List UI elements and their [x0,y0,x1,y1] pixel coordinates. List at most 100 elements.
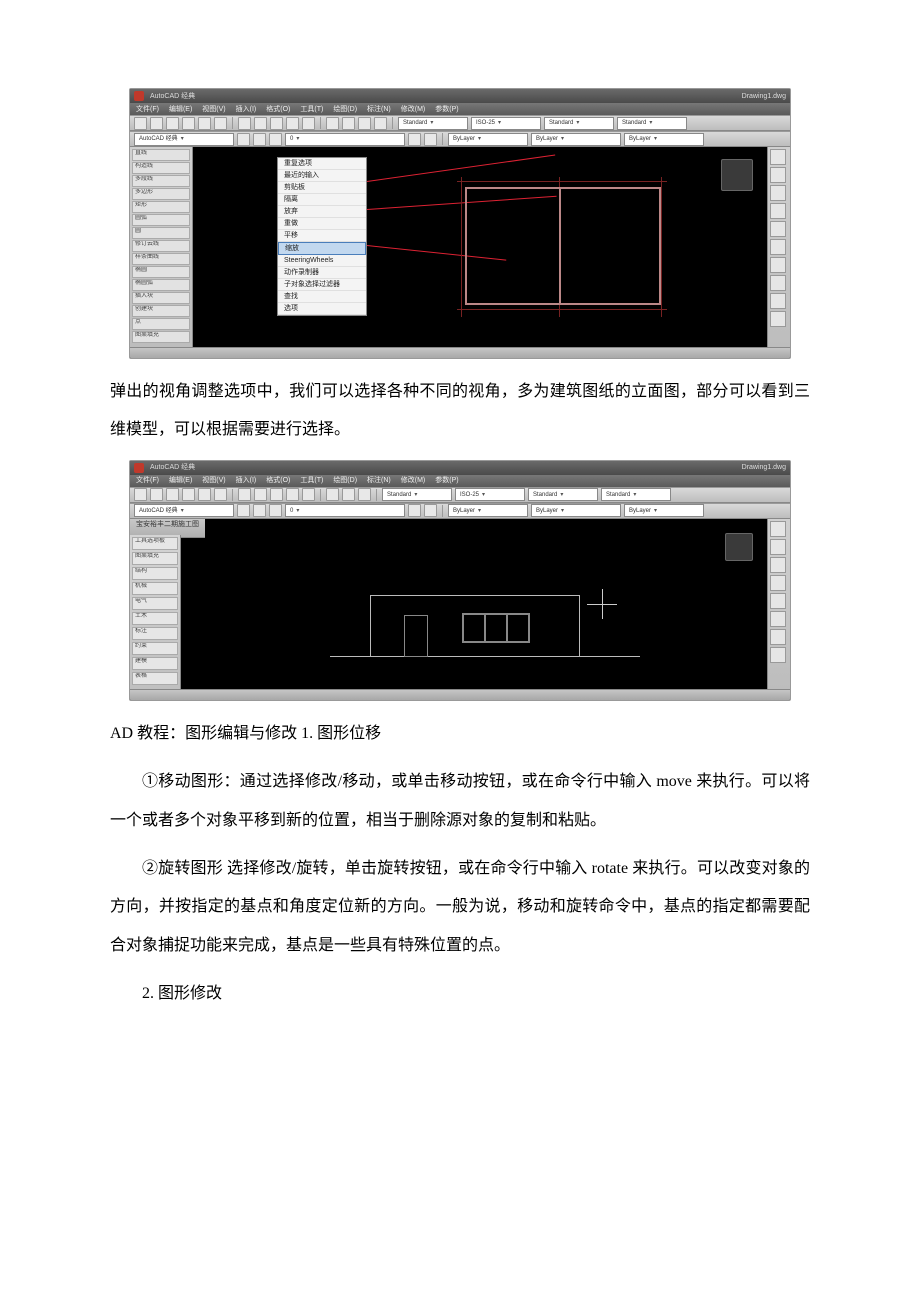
menu-item[interactable]: 标注(N) [367,106,391,113]
menu-item[interactable]: 修改(M) [401,106,426,113]
modify-tool[interactable] [770,221,786,237]
modify-tool[interactable] [770,593,786,609]
draw-tool[interactable]: 圆 [132,227,190,239]
context-item[interactable]: 子对象选择过滤器 [278,279,366,291]
context-item[interactable]: 最近的输入 [278,170,366,182]
modify-tool[interactable] [770,539,786,555]
style-dropdown[interactable]: Standard [601,488,671,501]
modify-tool[interactable] [770,149,786,165]
tool-button[interactable] [198,117,211,130]
modify-tool[interactable] [770,521,786,537]
draw-tool[interactable]: 图案填充 [132,331,190,343]
menu-item[interactable]: 插入(I) [236,477,257,484]
modify-tool[interactable] [770,611,786,627]
draw-tool[interactable]: 多段线 [132,175,190,187]
modify-tool[interactable] [770,629,786,645]
linetype-dropdown[interactable]: ByLayer [624,133,704,146]
context-item[interactable]: 重做 [278,218,366,230]
tool-button[interactable] [254,117,267,130]
style-dropdown[interactable]: Standard [398,117,468,130]
tool-button[interactable] [238,117,251,130]
palette-item[interactable]: 结构 [132,567,178,580]
tool-button[interactable] [254,488,267,501]
workspace-dropdown[interactable]: AutoCAD 经典 [134,504,234,517]
draw-tool[interactable]: 插入块 [132,292,190,304]
tool-button[interactable] [166,488,179,501]
tool-button[interactable] [237,133,250,146]
layer-dropdown[interactable]: 0 [285,133,405,146]
context-item[interactable]: SteeringWheels [278,255,366,267]
context-item[interactable]: 剪贴板 [278,182,366,194]
tool-button[interactable] [358,488,371,501]
tool-button[interactable] [182,117,195,130]
lineweight-dropdown[interactable]: ByLayer [531,504,621,517]
tool-button[interactable] [269,133,282,146]
style-dropdown[interactable]: Standard [617,117,687,130]
tool-button[interactable] [424,504,437,517]
tool-button[interactable] [134,488,147,501]
menu-item[interactable]: 视图(V) [202,106,225,113]
palette-item[interactable]: 标注 [132,627,178,640]
menu-item[interactable]: 格式(O) [266,106,290,113]
draw-tool[interactable]: 样条曲线 [132,253,190,265]
tool-button[interactable] [424,133,437,146]
palette-item[interactable]: 电气 [132,597,178,610]
color-dropdown[interactable]: ByLayer [448,504,528,517]
draw-tool[interactable]: 椭圆 [132,266,190,278]
context-item[interactable]: 放弃 [278,206,366,218]
workspace-dropdown[interactable]: AutoCAD 经典 [134,133,234,146]
tool-button[interactable] [214,488,227,501]
menu-item[interactable]: 参数(P) [435,477,458,484]
palette-item[interactable]: 约束 [132,642,178,655]
tool-button[interactable] [286,117,299,130]
modify-tool[interactable] [770,275,786,291]
menu-item[interactable]: 编辑(E) [169,477,192,484]
dimstyle-dropdown[interactable]: ISO-25 [471,117,541,130]
drawing-canvas[interactable]: 重复选项 最近的输入 剪贴板 隔离 放弃 重做 平移 缩放 SteeringWh… [193,147,767,347]
modify-tool[interactable] [770,203,786,219]
tool-button[interactable] [342,117,355,130]
menu-item[interactable]: 文件(F) [136,477,159,484]
tool-button[interactable] [214,117,227,130]
tool-button[interactable] [253,133,266,146]
draw-tool[interactable]: 矩形 [132,201,190,213]
draw-tool[interactable]: 圆弧 [132,214,190,226]
tool-button[interactable] [150,117,163,130]
tool-button[interactable] [253,504,266,517]
tool-button[interactable] [134,117,147,130]
tool-button[interactable] [408,504,421,517]
modify-tool[interactable] [770,557,786,573]
dimstyle-dropdown[interactable]: ISO-25 [455,488,525,501]
style-dropdown[interactable]: Standard [528,488,598,501]
viewcube-icon[interactable] [725,533,753,561]
tool-button[interactable] [326,117,339,130]
palette-item[interactable]: 建模 [132,657,178,670]
draw-tool[interactable]: 修订云线 [132,240,190,252]
tool-button[interactable] [342,488,355,501]
tool-button[interactable] [166,117,179,130]
context-item[interactable]: 平移 [278,230,366,242]
tool-button[interactable] [408,133,421,146]
linetype-dropdown[interactable]: ByLayer [624,504,704,517]
tool-button[interactable] [302,117,315,130]
menu-item[interactable]: 工具(T) [300,477,323,484]
context-item-highlighted[interactable]: 缩放 [278,242,366,255]
tool-button[interactable] [270,117,283,130]
draw-tool[interactable]: 直线 [132,149,190,161]
modify-tool[interactable] [770,239,786,255]
tool-button[interactable] [182,488,195,501]
tool-button[interactable] [269,504,282,517]
layer-dropdown[interactable]: 0 [285,504,405,517]
context-item[interactable]: 重复选项 [278,158,366,170]
menu-item[interactable]: 工具(T) [300,106,323,113]
context-item[interactable]: 选项 [278,303,366,315]
menu-item[interactable]: 编辑(E) [169,106,192,113]
modify-tool[interactable] [770,647,786,663]
viewcube-icon[interactable] [721,159,753,191]
tool-button[interactable] [150,488,163,501]
draw-tool[interactable]: 构造线 [132,162,190,174]
style-dropdown[interactable]: Standard [382,488,452,501]
tool-button[interactable] [237,504,250,517]
palette-item[interactable]: 机械 [132,582,178,595]
menu-item[interactable]: 绘图(D) [333,477,357,484]
